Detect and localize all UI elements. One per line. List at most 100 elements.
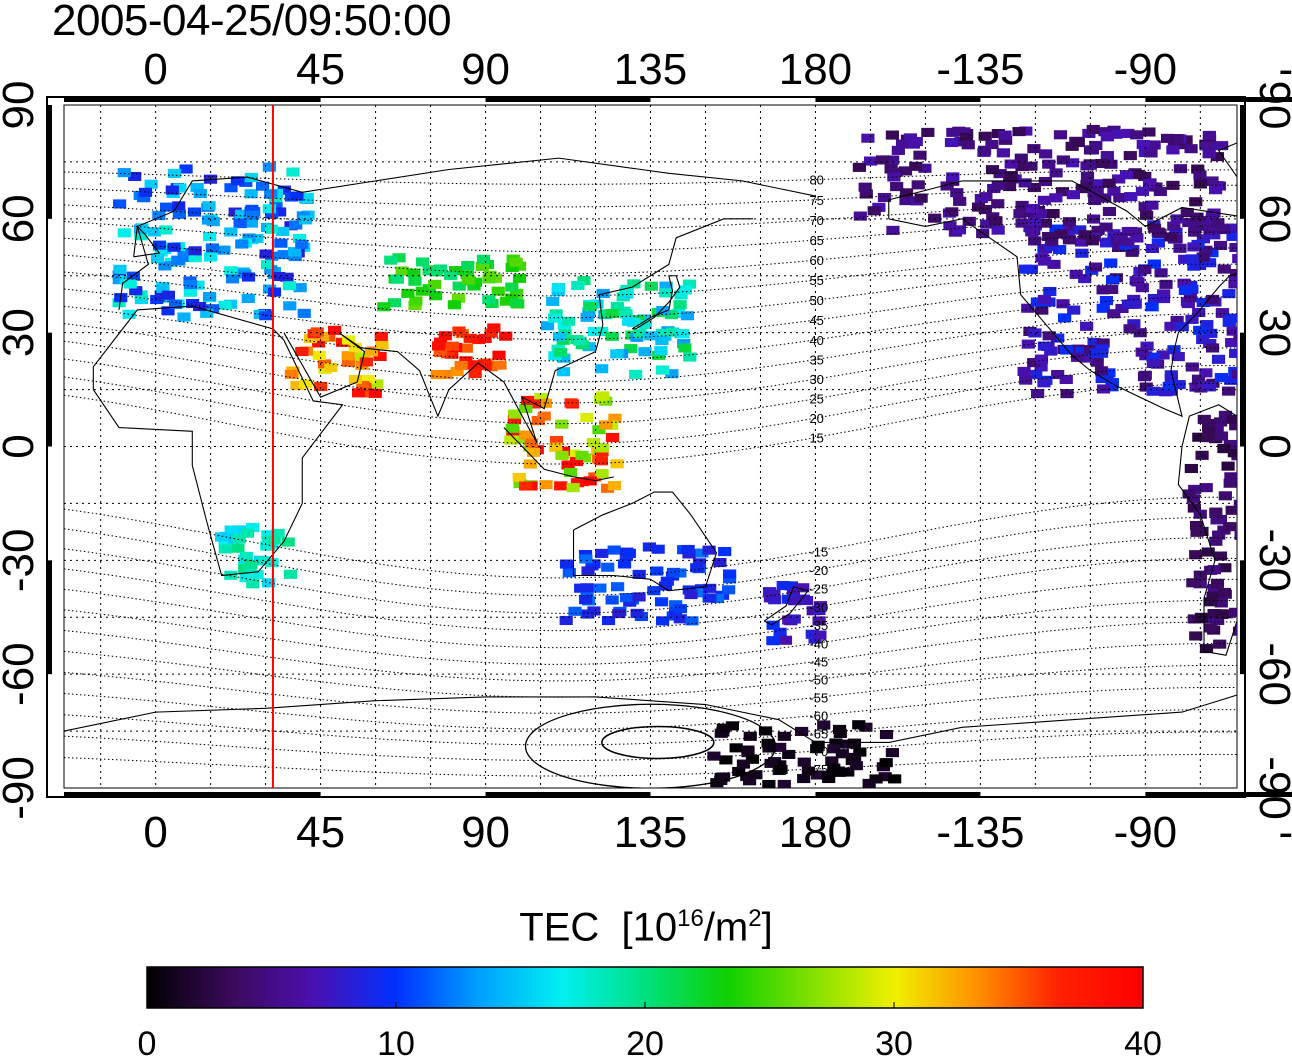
tec-cell [921, 127, 935, 137]
tec-cell [267, 287, 282, 297]
tec-cell [1173, 164, 1188, 174]
bottom-lon-label: 45 [296, 808, 345, 857]
tec-cell [1085, 145, 1099, 155]
tec-cell [422, 266, 436, 276]
tec-cell [384, 255, 398, 265]
tec-cell [778, 635, 793, 645]
tec-cell [562, 568, 576, 578]
tec-cell [1247, 289, 1260, 298]
tec-cell [1147, 140, 1161, 150]
tec-cell [777, 731, 791, 741]
tec-cell [1188, 484, 1202, 494]
tec-cell [840, 739, 854, 749]
tec-cell [1088, 195, 1102, 206]
tec-cell [1206, 294, 1220, 304]
tec-cell [312, 350, 326, 360]
tec-cell [654, 346, 668, 356]
tec-cell [1276, 623, 1289, 632]
tec-cell [885, 130, 899, 140]
tec-cell [583, 302, 597, 312]
tec-cell [977, 145, 992, 155]
tec-cell [1129, 276, 1143, 286]
tec-cell [1038, 176, 1053, 187]
left-lat-label: 90 [0, 81, 43, 130]
tec-cell [914, 193, 928, 203]
tec-cell [235, 239, 249, 249]
tec-cell [568, 606, 582, 616]
tec-cell [215, 532, 229, 542]
coastline [888, 180, 1237, 418]
tec-cell [678, 343, 692, 353]
tec-cell [859, 722, 873, 732]
tec-cell [1146, 358, 1160, 368]
tec-cell [1175, 322, 1189, 332]
tec-cell [112, 275, 126, 285]
tec-cell [1078, 274, 1092, 284]
tec-cell [764, 758, 778, 768]
tec-cell [1205, 176, 1219, 186]
tec-cell [695, 548, 709, 558]
bottom-lon-label: -90 [1114, 808, 1178, 857]
tec-cell [1223, 478, 1237, 488]
tec-cell [630, 608, 644, 618]
tec-cell [1253, 617, 1266, 626]
tec-cell [605, 595, 619, 605]
tec-cell [129, 286, 143, 296]
right-lat-label: 30 [1250, 308, 1292, 357]
tec-cell [293, 283, 307, 293]
tec-cell [439, 369, 453, 380]
tec-cell [1213, 639, 1227, 649]
tec-cell [1192, 432, 1206, 442]
tec-cell [593, 583, 607, 593]
tec-cell [879, 758, 893, 768]
tec-cell [1225, 505, 1237, 515]
magnetic-contour [64, 578, 1237, 649]
tec-cell [1099, 222, 1113, 232]
tec-cell [348, 342, 362, 352]
tec-cell [1187, 242, 1201, 252]
tec-cell [832, 767, 846, 777]
tec-cell [978, 131, 992, 141]
frame-bar-top [64, 97, 321, 102]
tec-cell [1027, 144, 1041, 154]
tec-cell [1199, 483, 1213, 493]
colorbar-tick-label: 40 [1124, 1025, 1162, 1057]
tec-cell [957, 127, 971, 137]
tec-cell [1037, 195, 1051, 205]
colorbar-tick-label: 20 [626, 1025, 664, 1057]
tec-cell [1231, 369, 1237, 379]
tec-cell [1113, 193, 1127, 203]
tec-cell [590, 299, 604, 309]
tec-cell [773, 627, 787, 637]
frame-bar-top [1145, 97, 1292, 102]
tec-cell [277, 250, 291, 260]
magnetic-contour-label: 35 [809, 353, 823, 368]
tec-cell [1253, 410, 1266, 419]
tec-cell [186, 298, 200, 309]
tec-cell [463, 333, 477, 343]
tec-cell [1104, 258, 1118, 268]
timestamp-title: 2005-04-25/09:50:00 [52, 0, 452, 45]
tec-cell [224, 183, 238, 193]
tec-cell [1215, 308, 1230, 318]
tec-cell [1192, 260, 1207, 271]
tec-cell [767, 589, 781, 599]
tec-cell [1170, 134, 1184, 144]
tec-cell [909, 161, 923, 171]
magnetic-contour [64, 643, 1237, 698]
tec-cell [239, 573, 253, 583]
tec-cell [1178, 254, 1192, 264]
tec-cell [801, 766, 816, 776]
tec-cell [452, 326, 466, 336]
tec-cell [608, 413, 622, 423]
tec-cell [1043, 286, 1057, 297]
tec-cell [991, 199, 1005, 209]
tec-cell [537, 411, 551, 421]
top-lon-label: 90 [461, 45, 510, 94]
tec-cell [978, 204, 992, 215]
coastline [92, 305, 344, 577]
tec-cell [1139, 382, 1153, 392]
magnetic-contour-label: -25 [809, 581, 828, 596]
tec-cell [1224, 375, 1237, 385]
tec-cell [1034, 362, 1048, 372]
